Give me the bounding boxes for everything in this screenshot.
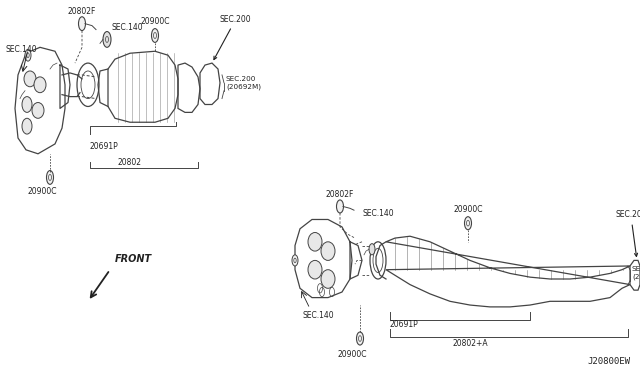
Circle shape xyxy=(369,244,375,255)
Circle shape xyxy=(25,49,31,61)
Text: 20691P: 20691P xyxy=(390,320,419,329)
Circle shape xyxy=(337,200,344,213)
Ellipse shape xyxy=(34,77,46,93)
Ellipse shape xyxy=(308,232,322,251)
Text: 20802F: 20802F xyxy=(326,190,354,199)
Text: 20900C: 20900C xyxy=(28,187,57,196)
Circle shape xyxy=(103,32,111,47)
Text: SEC.140: SEC.140 xyxy=(302,311,334,320)
Text: 20802: 20802 xyxy=(118,158,142,167)
Circle shape xyxy=(465,217,472,230)
Text: 20691P: 20691P xyxy=(90,142,119,151)
Text: SEC.200
(20692M): SEC.200 (20692M) xyxy=(226,76,261,90)
Circle shape xyxy=(356,332,364,345)
Text: FRONT: FRONT xyxy=(115,254,152,264)
Text: 20802F: 20802F xyxy=(68,7,96,16)
Ellipse shape xyxy=(24,71,36,87)
Ellipse shape xyxy=(32,103,44,118)
Text: J20800EW: J20800EW xyxy=(587,357,630,366)
Circle shape xyxy=(79,17,86,31)
Ellipse shape xyxy=(321,242,335,260)
Circle shape xyxy=(152,29,159,42)
Ellipse shape xyxy=(22,97,32,112)
Ellipse shape xyxy=(308,260,322,279)
Text: SEC.200: SEC.200 xyxy=(214,15,252,60)
Text: SEC.140: SEC.140 xyxy=(112,23,143,32)
Circle shape xyxy=(47,170,54,185)
Text: 20900C: 20900C xyxy=(453,205,483,214)
Circle shape xyxy=(292,255,298,266)
Text: SEC.140: SEC.140 xyxy=(5,45,36,54)
Text: 20900C: 20900C xyxy=(140,17,170,26)
Text: SEC.200
(20692M): SEC.200 (20692M) xyxy=(632,266,640,280)
Text: SEC.200: SEC.200 xyxy=(615,211,640,256)
Text: 20802+A: 20802+A xyxy=(452,339,488,347)
Ellipse shape xyxy=(22,118,32,134)
Text: 20900C: 20900C xyxy=(337,350,367,359)
Ellipse shape xyxy=(321,270,335,288)
Text: SEC.140: SEC.140 xyxy=(362,209,394,218)
